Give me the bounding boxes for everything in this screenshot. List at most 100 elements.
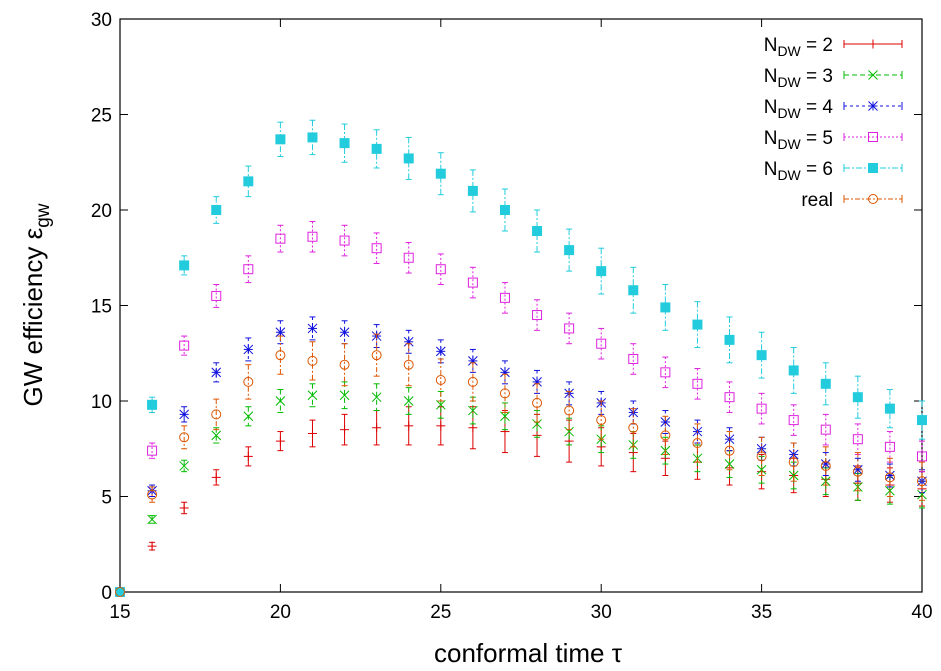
x-axis-ticks: 15 20 25 30 35 40: [109, 19, 933, 623]
data-point: [788, 470, 799, 481]
series-2: [115, 406, 927, 597]
legend-marker: [868, 39, 878, 49]
data-point: [852, 434, 863, 445]
data-point: [724, 392, 735, 403]
data-point: [339, 327, 350, 338]
y-tick-label: 10: [91, 392, 112, 413]
data-point: [339, 235, 350, 246]
data-point: [500, 367, 510, 378]
data-point: [852, 464, 863, 475]
data-point: [660, 430, 671, 441]
error-bar: [405, 241, 412, 274]
series-5: [115, 220, 927, 597]
series-3: [115, 381, 927, 597]
data-point: [852, 392, 863, 403]
error-bar: [694, 301, 701, 349]
legend-marker: [868, 132, 878, 142]
data-point: [147, 445, 158, 456]
data-point: [884, 472, 895, 483]
data-point: [211, 367, 222, 378]
error-bar: [630, 343, 637, 375]
data-point: [885, 470, 895, 481]
data-point: [467, 277, 478, 288]
error-bar: [758, 331, 765, 379]
data-point: [211, 409, 222, 420]
data-point: [339, 359, 350, 370]
error-bar: [630, 408, 637, 448]
y-tick-label: 5: [101, 488, 112, 509]
error-bar: [662, 415, 669, 455]
legend-label: real: [801, 190, 833, 211]
error-bar: [854, 423, 861, 455]
data-point: [115, 587, 125, 597]
error-bar: [822, 446, 829, 486]
data-point: [243, 264, 254, 275]
data-point: [435, 374, 446, 385]
data-point: [499, 292, 510, 303]
data-point: [564, 245, 575, 256]
error-bar: [919, 461, 925, 501]
data-point: [532, 310, 543, 321]
y-axis-label-main: GW efficiency ε: [18, 227, 48, 406]
x-tick-label: 20: [270, 602, 291, 623]
data-point: [756, 464, 767, 475]
data-point: [179, 503, 189, 513]
series-6: [115, 119, 927, 597]
legend-label: NDW = 3: [764, 66, 833, 90]
data-point: [275, 350, 286, 361]
error-bar: [534, 369, 541, 394]
data-point: [371, 350, 382, 361]
data-point: [532, 226, 543, 237]
data-point: [628, 422, 639, 433]
data-point: [403, 336, 414, 347]
error-bar: [790, 404, 797, 436]
legend-entry-3: NDW = 3: [764, 66, 903, 90]
data-point: [372, 423, 382, 433]
data-point: [499, 388, 510, 399]
error-bar: [694, 368, 701, 400]
y-tick-label: 30: [91, 10, 112, 31]
y-tick-label: 0: [101, 583, 112, 604]
error-bar: [149, 442, 156, 459]
data-point: [756, 451, 767, 462]
data-point: [692, 438, 703, 449]
error-bar: [598, 400, 605, 440]
data-point: [243, 411, 254, 422]
error-bar: [373, 129, 380, 169]
error-bar: [886, 431, 893, 463]
error-bar: [790, 442, 797, 482]
legend-marker: [868, 101, 878, 111]
data-point: [660, 302, 671, 313]
x-tick-label: 35: [751, 602, 772, 623]
data-point: [596, 415, 607, 426]
error-bar: [919, 400, 925, 440]
error-bar: [245, 255, 252, 284]
data-point: [371, 392, 382, 403]
error-bar: [726, 316, 733, 364]
legend-entry-5: NDW = 5: [764, 128, 903, 152]
data-point: [596, 338, 607, 349]
data-point: [243, 344, 254, 355]
error-bar: [501, 360, 508, 385]
data-point: [596, 266, 607, 277]
data-point: [340, 425, 350, 435]
y-axis-label: GW efficiency εgw: [18, 203, 54, 406]
data-point: [756, 403, 767, 414]
data-point: [371, 243, 382, 254]
y-tick-label: 20: [91, 201, 112, 222]
error-bar: [758, 392, 765, 425]
data-point: [532, 419, 542, 429]
error-bar: [437, 253, 444, 285]
data-point: [724, 459, 735, 469]
data-point: [788, 365, 799, 376]
data-point: [885, 485, 895, 496]
data-point: [917, 415, 927, 426]
data-point: [436, 421, 446, 431]
data-point: [211, 430, 222, 441]
error-bar: [277, 335, 284, 375]
error-bar: [437, 358, 444, 402]
data-point: [147, 489, 158, 500]
data-point: [468, 405, 478, 416]
legend-entry-6: NDW = 6: [764, 159, 903, 183]
